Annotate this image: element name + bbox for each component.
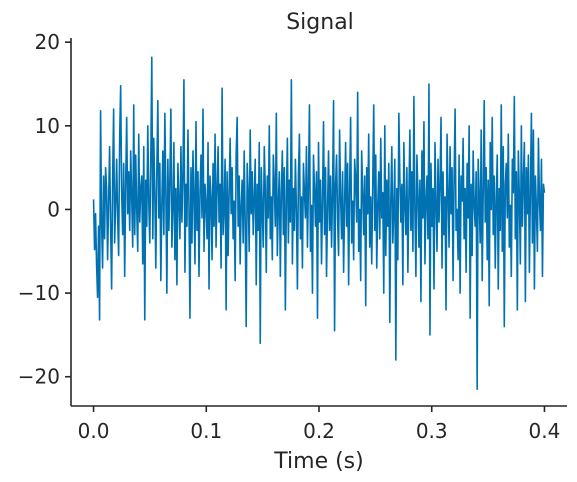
chart-title: Signal — [286, 10, 354, 35]
y-tick-label: −10 — [18, 281, 60, 305]
x-tick-label: 0.0 — [78, 419, 110, 443]
y-axis-ticks: 20 10 0 −10 −20 — [18, 30, 71, 389]
x-tick-label: 0.3 — [416, 419, 448, 443]
y-tick-label: −20 — [18, 365, 60, 389]
x-axis-ticks: 0.0 0.1 0.2 0.3 0.4 — [78, 406, 561, 443]
signal-line — [92, 56, 546, 391]
y-tick-label: 0 — [47, 197, 60, 221]
x-tick-label: 0.4 — [529, 419, 561, 443]
plot-area — [92, 56, 546, 391]
y-tick-label: 10 — [35, 114, 60, 138]
x-axis-title: Time (s) — [273, 449, 363, 474]
y-tick-label: 20 — [35, 30, 60, 54]
x-tick-label: 0.2 — [303, 419, 335, 443]
x-tick-label: 0.1 — [190, 419, 222, 443]
